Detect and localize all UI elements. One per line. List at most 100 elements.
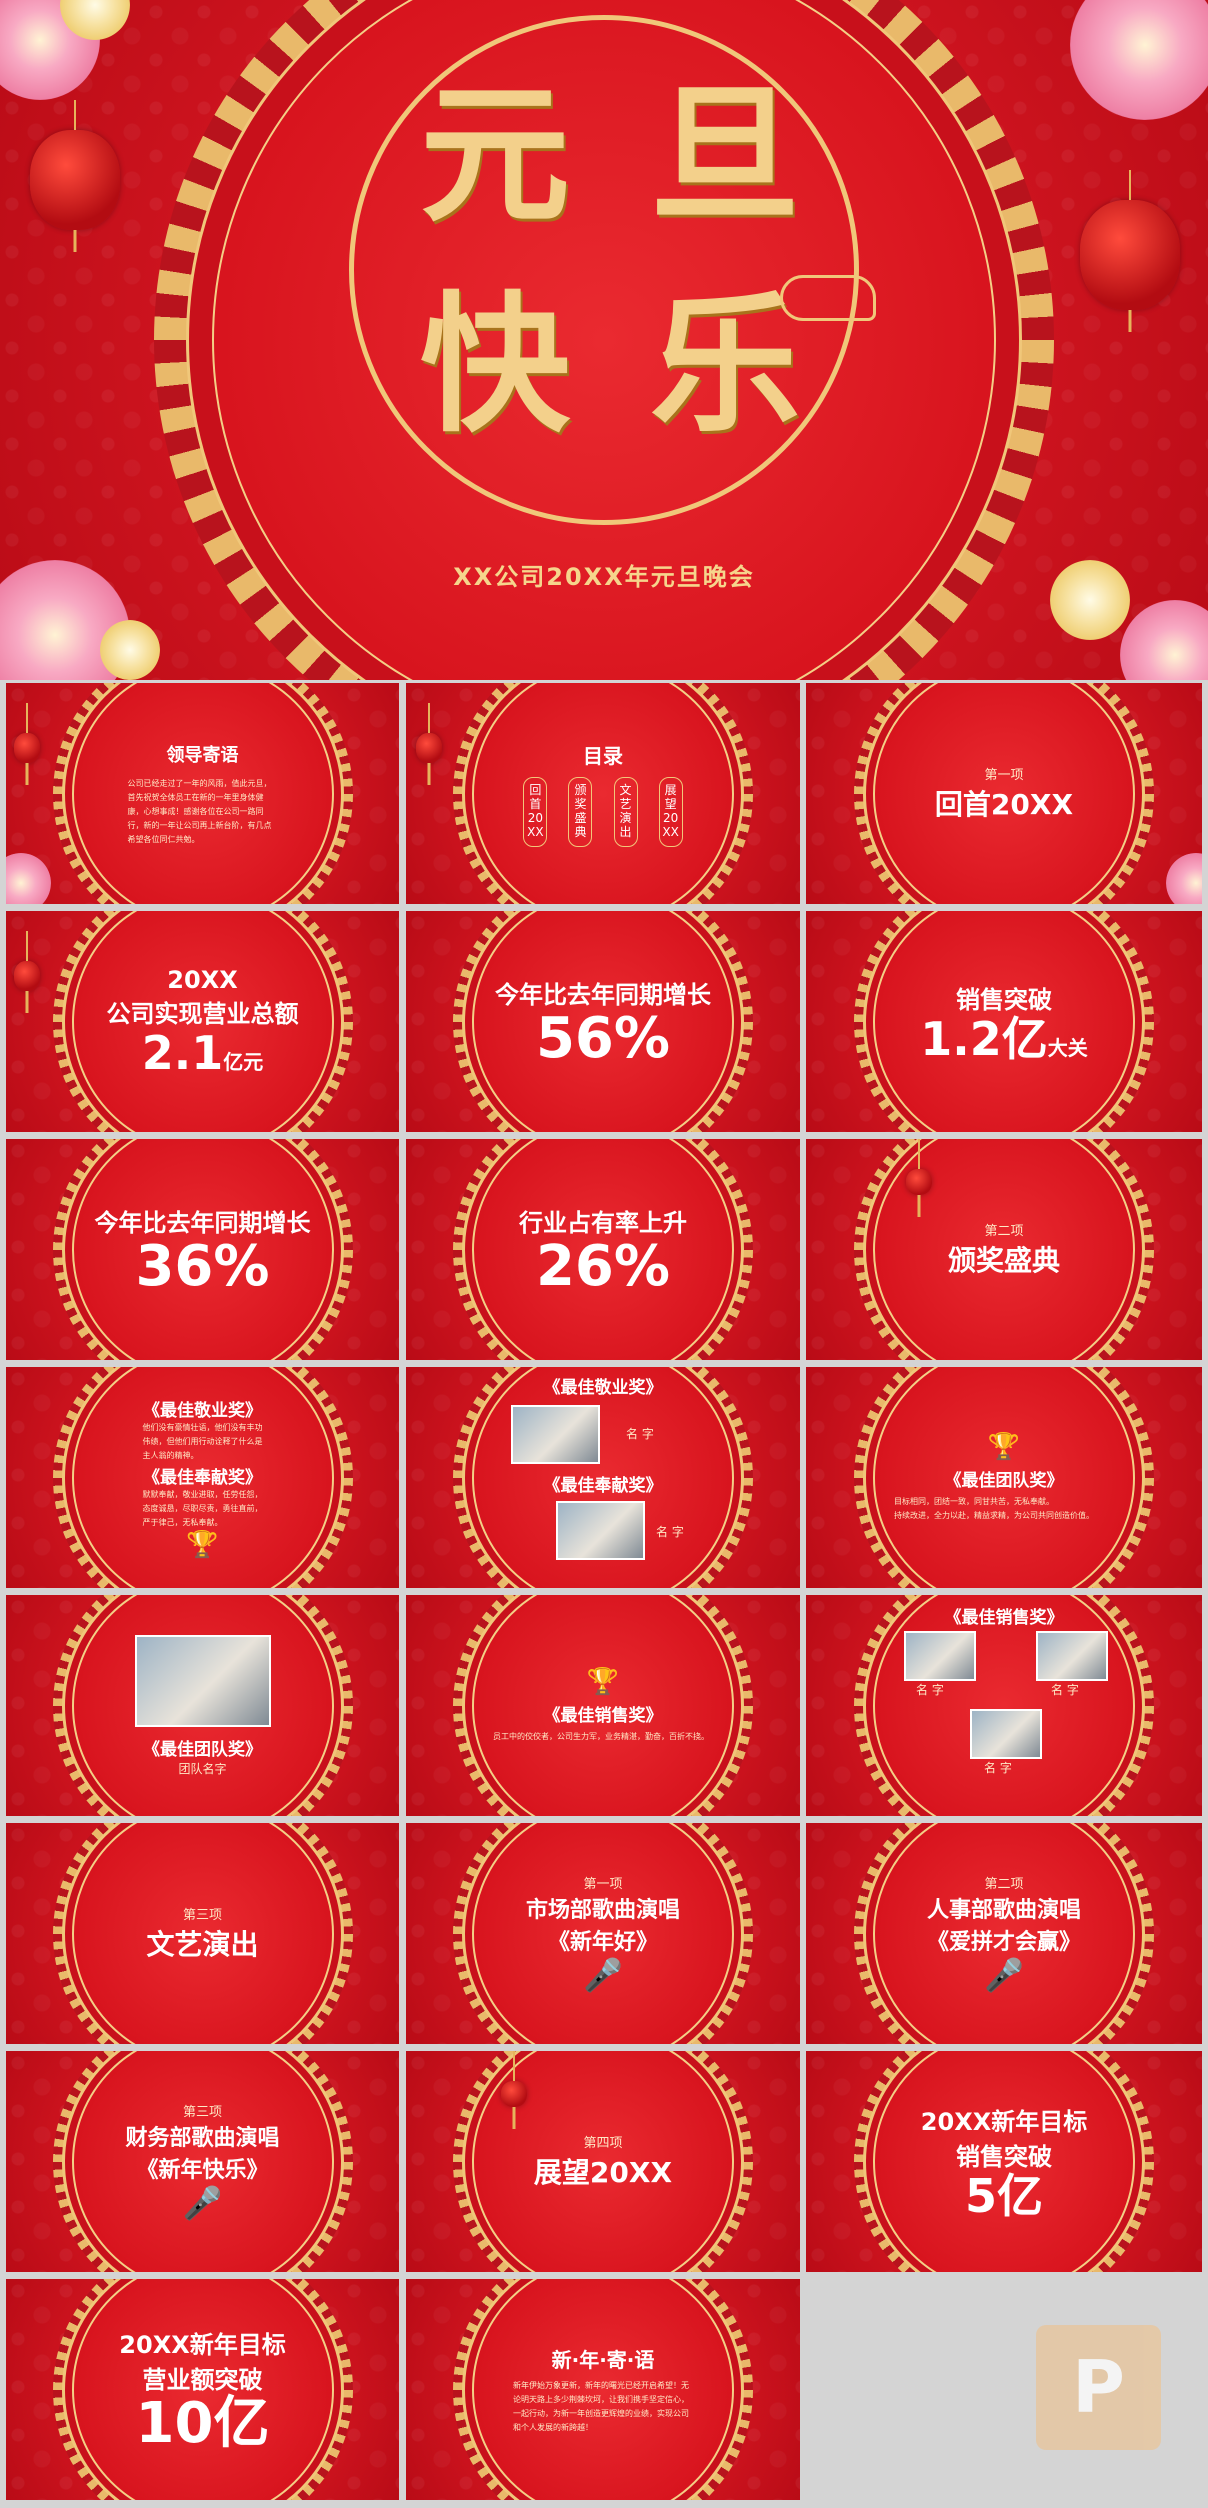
slide-toc[interactable]: 目录 回首20XX 颁奖盛典 文艺演出 展望20XX [406,683,800,904]
slide-title: 新·年·寄·语 [551,2348,655,2372]
slide-market-share[interactable]: 行业占有率上升 26% [406,1139,800,1360]
border-ring-inner [472,2279,734,2500]
award-title: 《最佳奉献奖》 [143,1467,262,1488]
award-title: 《最佳奉献奖》 [543,1476,663,1496]
slide-revenue-target[interactable]: 20XX新年目标 营业额突破 10亿 [6,2279,399,2500]
border-ring-inner [472,683,734,904]
border-ring-inner [71,2279,334,2500]
stat-value: 36% [135,1233,270,1299]
slide-growth-36[interactable]: 今年比去年同期增长 36% [6,1139,399,1360]
microphone-icon: 🎤 [583,1956,623,1994]
winner-name: 名 字 [1051,1683,1079,1697]
stat-value: 26% [535,1233,671,1299]
winner-name: 名 字 [984,1761,1012,1775]
stat-value: 1.2亿 [920,1011,1048,1066]
calligraphy-circle [349,15,859,525]
title-char: 旦 [649,67,800,243]
microphone-icon: 🎤 [984,1956,1024,1994]
winner-photo [511,1405,600,1464]
cover-title: 元 旦 快 乐 [380,50,840,470]
slide-title: 领导寄语 [166,744,239,766]
section-title: 颁奖盛典 [947,1244,1060,1277]
slide-sales-winners[interactable]: 《最佳销售奖》 名 字 名 字 名 字 [806,1595,1202,1816]
slide-section-2[interactable]: 第二项 颁奖盛典 [806,1139,1202,1360]
section-title: 展望20XX [533,2156,673,2189]
blossom-decoration [1070,0,1208,120]
stat-value-row: 1.2亿大关 [920,1015,1088,1063]
target-line: 20XX新年目标 [119,2331,286,2360]
target-line: 20XX新年目标 [920,2108,1088,2137]
stat-value-row: 2.1亿元 [142,1029,264,1077]
blossom-decoration [100,620,160,680]
winner-name: 名 字 [626,1427,654,1441]
trophy-icon: 🏆 [586,1667,620,1697]
award-bullet: 目标相同，团结一致，同甘共苦，无私奉献。 [894,1497,1054,1506]
performance-line: 人事部歌曲演唱 [926,1898,1081,1923]
performance-kicker: 第二项 [984,1877,1024,1892]
performance-kicker: 第一项 [583,1877,623,1892]
slide-team-award[interactable]: 🏆 《最佳团队奖》 目标相同，团结一致，同甘共苦，无私奉献。 持续改进，全力以赴… [806,1367,1202,1588]
slide-body: 新年伊始万象更新，新年的曙光已经开启希望！无论明天路上多少荆棘坎坷，让我们携手坚… [513,2381,689,2432]
section-kicker: 第一项 [984,768,1024,783]
slide-sales-award[interactable]: 🏆 《最佳销售奖》 员工中的佼佼者，公司生力军，业务精湛，勤奋，百折不挠。 [406,1595,800,1816]
lantern-icon [906,1169,932,1195]
slide-award-winners-1[interactable]: 《最佳敬业奖》 名 字 《最佳奉献奖》 名 字 [406,1367,800,1588]
toc-item[interactable]: 文艺演出 [613,777,638,847]
title-char: 快 [419,277,570,453]
slide-performance-2[interactable]: 第二项 人事部歌曲演唱 《爱拼才会赢》 🎤 [806,1823,1202,2044]
stat-line: 公司实现营业总额 [106,999,299,1028]
border-ring-inner [472,911,734,1132]
slide-performance-1[interactable]: 第一项 市场部歌曲演唱 《新年好》 🎤 [406,1823,800,2044]
section-title: 文艺演出 [146,1928,259,1961]
toc-item[interactable]: 回首20XX [523,777,548,847]
award-bullet: 持续改进，全力以赴，精益求精，为公司共同创造价值。 [894,1511,1094,1520]
winner-name: 名 字 [916,1683,944,1697]
cover-subtitle: XX公司20XX年元旦晚会 [453,563,755,591]
slide-section-4[interactable]: 第四项 展望20XX [406,2051,800,2272]
target-value: 5亿 [964,2169,1043,2224]
stat-line: 今年比去年同期增长 [495,980,711,1009]
section-kicker: 第四项 [583,2136,623,2151]
border-ring-inner [71,2051,334,2272]
slide-sales-breakthrough[interactable]: 销售突破 1.2亿大关 [806,911,1202,1132]
toc-item[interactable]: 展望20XX [658,777,683,847]
section-kicker: 第二项 [984,1224,1024,1239]
trophy-icon: 🏆 [987,1432,1021,1462]
slide-sales-target[interactable]: 20XX新年目标 销售突破 5亿 [806,2051,1202,2272]
slide-growth-56[interactable]: 今年比去年同期增长 56% [406,911,800,1132]
border-ring-inner [71,1367,334,1588]
performance-line: 财务部歌曲演唱 [125,2126,280,2151]
lantern-icon [14,733,40,763]
winner-photo [556,1501,645,1560]
performance-kicker: 第三项 [182,2105,222,2120]
border-ring-inner [873,683,1135,904]
performance-line: 市场部歌曲演唱 [525,1898,680,1923]
award-text: 默默奉献，敬业进取，任劳任怨，态度诚恳，尽职尽责，勇往直前，严于律己，无私奉献。 [142,1489,263,1527]
border-ring-inner [873,2051,1135,2272]
slide-section-3[interactable]: 第三项 文艺演出 [6,1823,399,2044]
stat-value: 56% [535,1005,671,1071]
stat-unit: 大关 [1047,1035,1088,1060]
slide-awards-intro[interactable]: 《最佳敬业奖》 他们没有豪情壮语，他们没有丰功伟绩，但他们用行动诠释了什么是主人… [6,1367,399,1588]
slide-new-year-message[interactable]: 新·年·寄·语 新年伊始万象更新，新年的曙光已经开启希望！无论明天路上多少荆棘坎… [406,2279,800,2500]
lantern-icon [30,130,120,230]
slide-performance-3[interactable]: 第三项 财务部歌曲演唱 《新年快乐》 🎤 [6,2051,399,2272]
title-char: 元 [419,67,570,243]
award-title: 《最佳敬业奖》 [543,1378,663,1398]
stat-unit: 亿元 [223,1049,264,1074]
slide-team-photo[interactable]: 《最佳团队奖》 团队名字 [6,1595,399,1816]
slide-title: 目录 [583,744,623,769]
target-line: 销售突破 [956,2143,1052,2172]
border-ring-inner [873,1367,1135,1588]
slide-revenue[interactable]: 20XX 公司实现营业总额 2.1亿元 [6,911,399,1132]
slide-leader-speech[interactable]: 领导寄语 公司已经走过了一年的风雨，值此元旦，首先祝贺全体员工在新的一年里身体健… [6,683,399,904]
lantern-icon [501,2081,527,2107]
winner-photo [970,1709,1042,1759]
microphone-icon: 🎤 [182,2184,223,2222]
performance-song: 《新年快乐》 [136,2158,269,2183]
lantern-icon [14,961,40,991]
toc-item[interactable]: 颁奖盛典 [568,777,593,847]
performance-song: 《爱拼才会赢》 [926,1930,1081,1955]
cover-slide[interactable]: 元 旦 快 乐 XX公司20XX年元旦晚会 [0,0,1208,680]
slide-section-1[interactable]: 第一项 回首20XX [806,683,1202,904]
